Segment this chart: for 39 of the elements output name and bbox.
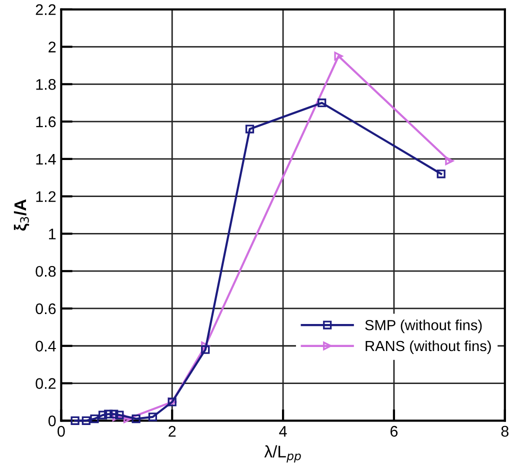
y-tick-label: 0.6 xyxy=(36,303,56,314)
x-tick-label: 0 xyxy=(58,426,65,437)
y-tick-label: 2 xyxy=(48,42,56,52)
x-tick-label: 6 xyxy=(390,426,398,437)
legend-label: SMP (without fins) xyxy=(365,320,482,334)
point xyxy=(123,414,132,424)
y-tick-label: 0.4 xyxy=(36,340,56,352)
point xyxy=(112,412,121,422)
x-tick-label: 8 xyxy=(501,426,508,437)
x-tick-label: 2 xyxy=(168,426,176,437)
y-tick-label: 0.8 xyxy=(36,266,56,277)
point xyxy=(98,410,108,420)
y-tick-label: 1.2 xyxy=(36,191,56,202)
point xyxy=(318,98,326,108)
point xyxy=(82,416,90,425)
point xyxy=(90,414,99,424)
point xyxy=(436,170,446,178)
point xyxy=(245,124,254,134)
point xyxy=(201,345,210,354)
point xyxy=(334,52,343,60)
point xyxy=(445,156,454,166)
point xyxy=(115,410,124,420)
x-tick-label: 4 xyxy=(279,426,287,437)
y-tick-label: 2.2 xyxy=(36,4,56,15)
y-tick-label: 0 xyxy=(48,416,56,426)
point xyxy=(132,414,140,424)
point xyxy=(148,412,158,422)
legend-label: RANS (without fins) xyxy=(366,340,491,354)
point xyxy=(110,410,118,418)
y-tick-label: 1.6 xyxy=(36,116,56,128)
y-tick-label: 0.2 xyxy=(36,378,56,389)
y-tick-label: 1 xyxy=(49,228,56,240)
y-tick-label: 1.8 xyxy=(36,79,56,90)
point xyxy=(104,410,113,418)
point xyxy=(201,342,210,350)
x-axis-title: λ/L$_{pp}$ xyxy=(264,445,301,463)
y-tick-label: 1.4 xyxy=(36,154,56,164)
point xyxy=(70,416,80,425)
y-axis-title: ξ$_{3}$/A xyxy=(14,199,30,231)
